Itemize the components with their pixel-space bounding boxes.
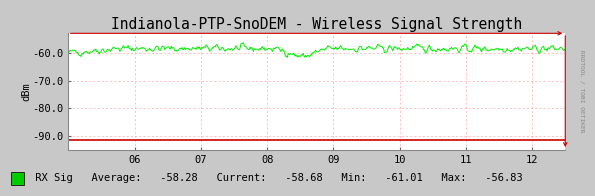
Title: Indianola-PTP-SnoDEM - Wireless Signal Strength: Indianola-PTP-SnoDEM - Wireless Signal S… [111,17,522,32]
Text: RX Sig   Average:   -58.28   Current:   -58.68   Min:   -61.01   Max:   -56.83: RX Sig Average: -58.28 Current: -58.68 M… [29,173,522,183]
Y-axis label: dBm: dBm [21,82,31,101]
Text: RRDTOOL / TOBI OETIKER: RRDTOOL / TOBI OETIKER [580,50,584,133]
